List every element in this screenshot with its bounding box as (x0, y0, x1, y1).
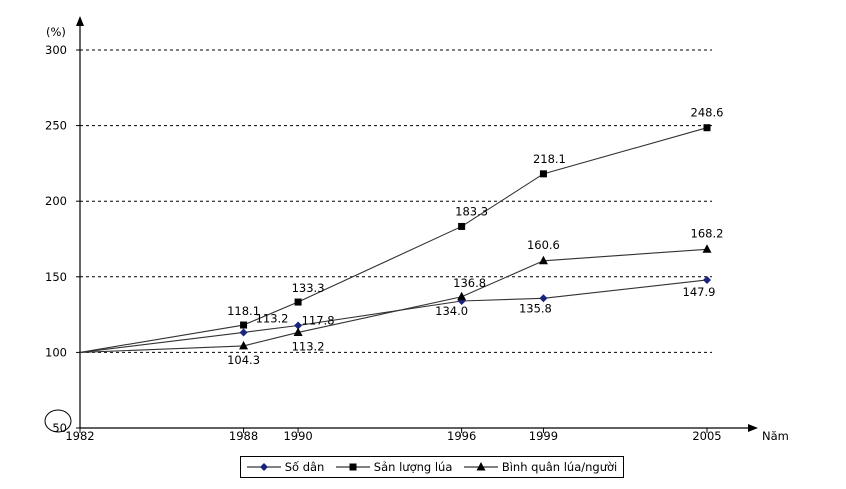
data-label: 118.1 (227, 304, 260, 318)
x-tick-label: 1996 (447, 429, 476, 443)
data-point-square (349, 463, 357, 471)
data-point-square (703, 124, 711, 132)
axes: (%) Năm (44, 16, 789, 443)
legend: Số dân Sản lượng lúa Bình quân lúa/người (240, 456, 624, 478)
x-tick-label: 1990 (283, 429, 312, 443)
data-point-triangle (239, 340, 249, 350)
data-labels: 113.2 117.8 134.0 135.8 147.9 118.1 133.3 183.3… (227, 106, 723, 367)
data-label: 147.9 (683, 285, 716, 299)
data-label: 113.2 (256, 311, 289, 325)
data-point-triangle (538, 255, 548, 265)
y-tick-label: 200 (45, 194, 67, 208)
data-point-square (240, 321, 248, 329)
data-point-diamond (294, 321, 303, 330)
y-axis-label: (%) (46, 25, 66, 39)
legend-item: Bình quân lúa/người (463, 460, 618, 474)
data-label: 135.8 (519, 301, 552, 315)
legend-swatch-triangle (463, 462, 498, 471)
series-line (79, 279, 708, 353)
x-ticks: 1982 1988 1990 1996 1999 2005 (65, 428, 722, 443)
legend-label: Số dân (284, 460, 325, 474)
x-axis-label: Năm (762, 429, 789, 443)
data-label: 183.3 (455, 204, 488, 218)
series-line (79, 127, 708, 353)
data-label: 248.6 (691, 106, 724, 120)
series-group (79, 124, 712, 353)
x-axis-arrow (748, 424, 758, 432)
data-point-diamond (539, 294, 548, 303)
y-tick-label: 100 (45, 345, 67, 359)
data-point-diamond (239, 328, 248, 337)
x-tick-label: 1982 (65, 429, 94, 443)
x-tick-label: 2005 (692, 429, 721, 443)
series-triangle (79, 244, 712, 353)
grid-lines (80, 49, 712, 353)
data-point-square (539, 170, 547, 178)
y-ticks: 50 100 150 200 250 300 (45, 43, 80, 435)
y-tick-label: 250 (45, 119, 67, 133)
data-label: 218.1 (533, 152, 566, 166)
x-tick-label: 1999 (529, 429, 558, 443)
y-tick-label: 50 (52, 421, 67, 435)
legend-swatch-square (335, 463, 370, 471)
data-point-diamond (259, 463, 268, 471)
data-label: 136.8 (453, 276, 486, 290)
data-label: 104.3 (227, 353, 260, 367)
data-point-triangle (702, 244, 712, 253)
data-point-diamond (703, 275, 711, 284)
data-label: 113.2 (292, 339, 325, 353)
legend-swatch-diamond (246, 463, 281, 471)
legend-item: Sản lượng lúa (335, 460, 453, 474)
legend-label: Bình quân lúa/người (501, 460, 618, 474)
legend-label: Sản lượng lúa (373, 460, 453, 474)
data-point-triangle (476, 462, 486, 471)
y-tick-label: 150 (45, 270, 67, 284)
y-axis-arrow (76, 16, 84, 26)
data-point-square (458, 222, 466, 230)
data-label: 160.6 (527, 238, 560, 252)
series-diamond (79, 275, 711, 353)
data-label: 134.0 (435, 304, 468, 318)
x-tick-label: 1988 (229, 429, 258, 443)
data-label: 117.8 (302, 313, 335, 327)
data-label: 133.3 (292, 281, 325, 295)
legend-item: Số dân (246, 460, 325, 474)
series-square (79, 124, 711, 353)
series-line (79, 248, 708, 353)
data-label: 168.2 (691, 226, 724, 240)
data-point-triangle (293, 327, 303, 336)
data-point-square (294, 298, 302, 306)
y-tick-label: 300 (45, 43, 67, 57)
data-point-triangle (457, 291, 467, 301)
y-origin-circle (44, 409, 72, 433)
